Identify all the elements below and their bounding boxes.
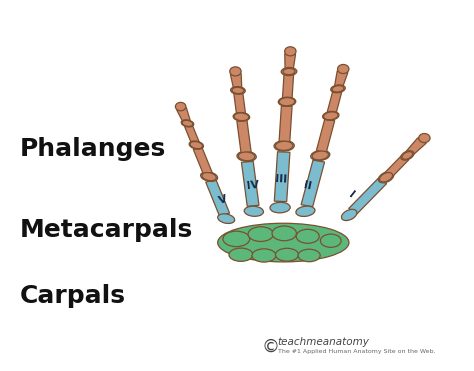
Polygon shape (316, 119, 335, 152)
Ellipse shape (279, 98, 295, 106)
Ellipse shape (380, 173, 392, 182)
Ellipse shape (312, 151, 328, 160)
Ellipse shape (296, 229, 319, 243)
Polygon shape (279, 106, 292, 142)
Polygon shape (230, 71, 242, 89)
Ellipse shape (229, 248, 253, 261)
Polygon shape (184, 125, 199, 144)
Polygon shape (241, 161, 259, 206)
Ellipse shape (175, 102, 186, 111)
Ellipse shape (190, 141, 202, 149)
Ellipse shape (341, 209, 357, 221)
Ellipse shape (230, 67, 241, 76)
Text: Carpals: Carpals (20, 284, 126, 308)
Ellipse shape (233, 112, 250, 121)
Ellipse shape (283, 68, 295, 75)
Ellipse shape (311, 150, 330, 161)
Polygon shape (349, 178, 387, 214)
Polygon shape (301, 160, 325, 207)
Ellipse shape (281, 68, 297, 76)
Ellipse shape (234, 113, 249, 121)
Ellipse shape (331, 85, 345, 93)
Polygon shape (274, 152, 290, 202)
Text: ©: © (262, 337, 280, 355)
Ellipse shape (218, 223, 349, 262)
Ellipse shape (285, 47, 296, 56)
Ellipse shape (182, 120, 193, 127)
Polygon shape (193, 147, 212, 175)
Polygon shape (384, 155, 409, 177)
Ellipse shape (401, 151, 414, 160)
Text: teachmeanatomy: teachmeanatomy (278, 337, 370, 347)
Ellipse shape (298, 249, 320, 262)
Ellipse shape (232, 87, 244, 93)
Ellipse shape (202, 173, 216, 181)
Text: I: I (347, 190, 356, 200)
Polygon shape (327, 91, 342, 114)
Ellipse shape (323, 111, 339, 120)
Ellipse shape (296, 206, 315, 216)
Ellipse shape (275, 141, 293, 150)
Text: Phalanges: Phalanges (20, 137, 166, 161)
Text: III: III (275, 174, 287, 184)
Ellipse shape (320, 234, 341, 247)
Ellipse shape (223, 231, 250, 247)
Polygon shape (406, 138, 426, 156)
Ellipse shape (244, 206, 264, 216)
Polygon shape (177, 106, 191, 123)
Ellipse shape (337, 65, 349, 73)
Ellipse shape (278, 97, 296, 106)
Ellipse shape (230, 86, 245, 94)
Ellipse shape (419, 134, 430, 142)
Text: IV: IV (246, 180, 260, 191)
Ellipse shape (189, 141, 203, 149)
Text: II: II (303, 180, 313, 191)
Ellipse shape (324, 112, 338, 120)
Polygon shape (234, 93, 246, 115)
Polygon shape (285, 51, 295, 70)
Polygon shape (237, 120, 251, 153)
Polygon shape (335, 69, 348, 88)
Ellipse shape (274, 141, 294, 151)
Ellipse shape (218, 214, 235, 223)
Text: V: V (218, 194, 229, 206)
Ellipse shape (201, 172, 218, 181)
Text: The #1 Applied Human Anatomy Site on the Web.: The #1 Applied Human Anatomy Site on the… (278, 349, 435, 354)
Ellipse shape (402, 152, 413, 159)
Ellipse shape (275, 248, 299, 261)
Ellipse shape (272, 226, 296, 241)
Polygon shape (283, 74, 293, 99)
Ellipse shape (332, 86, 344, 92)
Ellipse shape (270, 202, 290, 213)
Ellipse shape (252, 249, 276, 262)
Polygon shape (206, 180, 229, 216)
Text: Metacarpals: Metacarpals (20, 218, 193, 242)
Ellipse shape (237, 151, 256, 161)
Ellipse shape (378, 172, 394, 183)
Ellipse shape (248, 227, 273, 242)
Ellipse shape (238, 152, 255, 161)
Ellipse shape (181, 120, 194, 127)
